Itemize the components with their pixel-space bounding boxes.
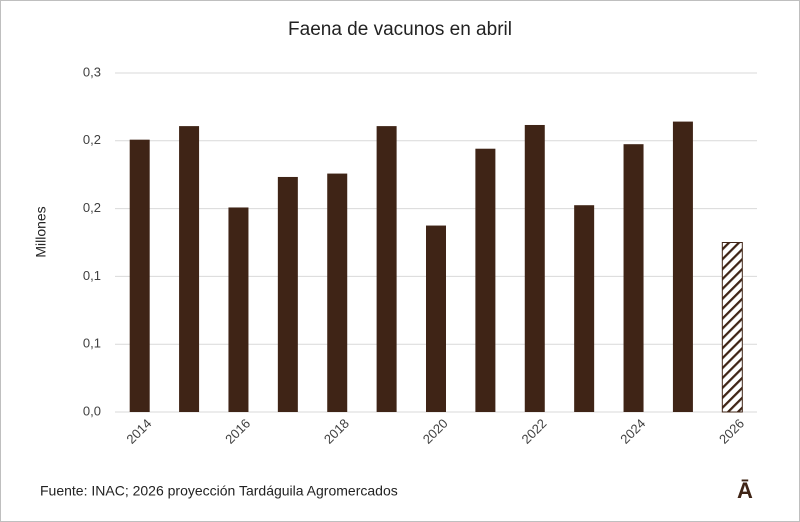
y-tick-label: 0,1	[83, 268, 101, 283]
y-tick-label: 0,2	[83, 132, 101, 147]
chart-title: Faena de vacunos en abril	[288, 19, 512, 40]
bar	[129, 139, 150, 413]
bar	[475, 148, 496, 412]
bar	[228, 207, 249, 412]
y-tick-label: 0,1	[83, 336, 101, 351]
y-tick-label: 0,2	[83, 200, 101, 215]
bar	[277, 176, 298, 412]
y-tick-label: 0,0	[83, 403, 101, 418]
bar	[524, 124, 545, 412]
bar	[376, 126, 397, 413]
bar	[426, 225, 446, 412]
bar	[721, 242, 743, 413]
y-axis-label: Millones	[33, 206, 49, 257]
bar	[179, 126, 200, 413]
bar	[574, 205, 595, 412]
bar	[623, 144, 644, 412]
y-tick-label: 0,3	[83, 64, 101, 79]
logo: Ā	[737, 478, 753, 503]
source-note: Fuente: INAC; 2026 proyección Tardáguila…	[40, 483, 398, 499]
bar	[672, 121, 693, 412]
bar	[327, 173, 348, 412]
